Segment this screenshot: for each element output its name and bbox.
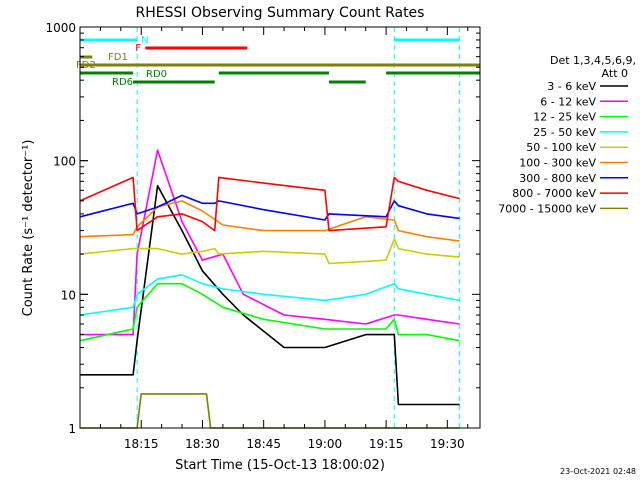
flag-label-rd6: RD6 (112, 77, 133, 88)
series-line-800-7000-kev (79, 176, 460, 232)
series-line-50-100-kev (79, 238, 460, 265)
flag-label-fd2: FD2 (76, 60, 96, 71)
flag-label-rd0: RD0 (146, 69, 167, 80)
flag-label-fd1: FD1 (108, 52, 128, 63)
plot-timestamp: 23-Oct-2021 02:48 (560, 467, 636, 476)
x-tick-label-18-45: 18:45 (246, 437, 281, 451)
legend-label-6-12-kev: 6 - 12 keV (540, 95, 596, 108)
legend-header-line-1: Det 1,3,4,5,6,9, (550, 54, 636, 67)
series-line-25-50-kev (79, 273, 460, 316)
legend-label-7000-15000-kev: 7000 - 15000 keV (498, 202, 596, 215)
legend-header-line-2: Att 0 (602, 67, 628, 80)
legend-label-800-7000-kev: 800 - 7000 keV (512, 187, 596, 200)
legend: 3 - 6 keV 6 - 12 keV 12 - 25 keV 25 - 50 ke… (498, 80, 628, 215)
series-line-300-800-kev (79, 194, 460, 221)
legend-label-12-25-kev: 12 - 25 keV (533, 111, 596, 124)
legend-label-3-6-kev: 3 - 6 keV (547, 80, 596, 93)
chart-title: RHESSI Observing Summary Count Rates (136, 5, 425, 21)
plot-frame (79, 26, 481, 429)
y-axis-label: Count Rate (s⁻¹ detector⁻¹) (21, 140, 36, 317)
y-tick-label-1000: 1000 (45, 21, 76, 35)
x-tick-label-18-30: 18:30 (185, 437, 220, 451)
y-tick-label-1: 1 (68, 422, 76, 436)
chart-marks: NF FD1 FD2 RD0 RD6 (76, 27, 480, 429)
legend-label-50-100-kev: 50 - 100 keV (526, 141, 596, 154)
x-tick-label-19-00: 19:00 (308, 437, 343, 451)
series-line-100-300-kev (79, 200, 460, 242)
y-tick-label-100: 100 (53, 155, 76, 169)
legend-label-300-800-kev: 300 - 800 keV (519, 172, 596, 185)
x-tick-label-19-30: 19:30 (430, 437, 465, 451)
x-tick-label-18-15: 18:15 (124, 437, 159, 451)
flag-label-f: F (135, 43, 141, 54)
legend-label-100-300-kev: 100 - 300 keV (519, 157, 596, 170)
series-line-12-25-kev (79, 282, 460, 342)
flag-label-n: N (141, 35, 148, 46)
x-axis-label: Start Time (15-Oct-13 18:00:02) (175, 458, 385, 473)
x-tick-label-19-15: 19:15 (369, 437, 404, 451)
axis-ticks: 1 10 100 1000 18:15 18:30 18:45 19:00 19:15 19:30 (45, 21, 480, 451)
legend-label-25-50-kev: 25 - 50 keV (533, 126, 596, 139)
y-tick-label-10: 10 (61, 288, 76, 302)
